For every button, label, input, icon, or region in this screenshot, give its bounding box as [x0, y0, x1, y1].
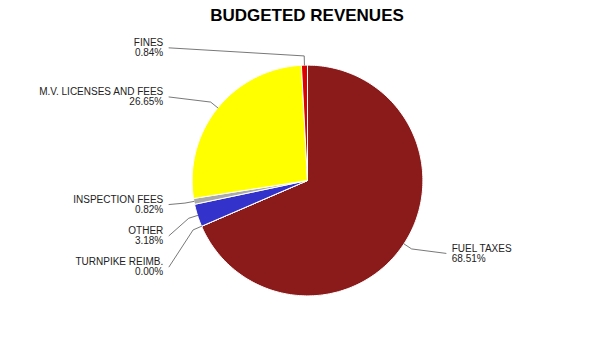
svg-text:FUEL TAXES68.51%: FUEL TAXES68.51%: [452, 243, 512, 264]
html-text:BUDGETED REVENUES: BUDGETED REVENUES: [210, 6, 404, 25]
svg-text:INSPECTION FEES0.82%: INSPECTION FEES0.82%: [73, 194, 163, 215]
svg-text:OTHER3.18%: OTHER3.18%: [128, 225, 163, 246]
svg-text:TURNPIKE REIMB.0.00%: TURNPIKE REIMB.0.00%: [75, 256, 163, 277]
svg-text:M.V. LICENSES AND FEES26.65%: M.V. LICENSES AND FEES26.65%: [39, 86, 163, 107]
svg-text:FINES0.84%: FINES0.84%: [134, 37, 164, 58]
